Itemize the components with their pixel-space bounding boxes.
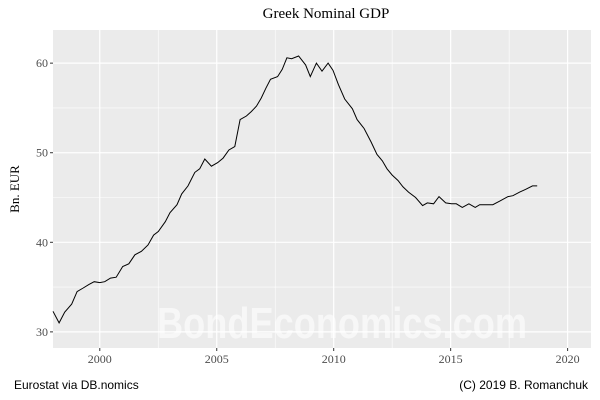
watermark: BondEconomics.com	[157, 299, 527, 348]
copyright-caption: (C) 2019 B. Romanchuk	[459, 378, 588, 392]
x-tick-label: 2000	[88, 352, 112, 366]
series-line	[52, 55, 538, 324]
source-caption: Eurostat via DB.nomics	[14, 378, 139, 392]
y-tick-label: 40	[36, 235, 48, 249]
y-tick-label: 60	[36, 56, 48, 70]
plot-panel	[53, 30, 591, 348]
chart-title: Greek Nominal GDP	[263, 6, 390, 22]
x-tick-label: 2015	[439, 352, 463, 366]
axes: 2000 2005 2010 2015 2020 30 40 50 60	[36, 56, 580, 366]
y-tick-label: 30	[36, 325, 48, 339]
gridlines	[53, 30, 591, 348]
y-tick-label: 50	[36, 146, 48, 160]
x-tick-label: 2005	[205, 352, 229, 366]
x-tick-label: 2010	[322, 352, 346, 366]
y-axis-label: Bn. EUR	[7, 165, 22, 213]
x-tick-label: 2020	[556, 352, 580, 366]
